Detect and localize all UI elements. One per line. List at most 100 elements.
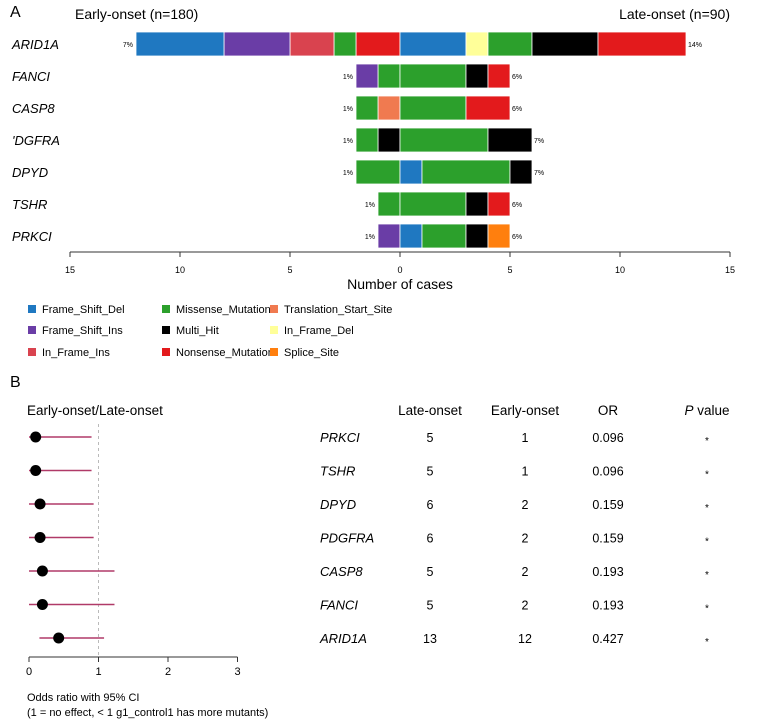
table-late-count: 5 (427, 599, 434, 613)
legend-swatch (270, 305, 278, 313)
table-late-count: 6 (427, 498, 434, 512)
x-tick-label: 15 (65, 265, 75, 275)
legend-label: In_Frame_Ins (42, 347, 110, 359)
table-late-count: 13 (423, 632, 437, 646)
gene-label: ARID1A (11, 37, 59, 52)
gene-label: 'DGFRA (12, 133, 60, 148)
table-p-value: * (705, 570, 709, 581)
bar-segment (377, 223, 401, 249)
bar-segment (465, 223, 489, 249)
x-tick-label: 5 (287, 265, 292, 275)
table-early-count: 1 (522, 465, 529, 479)
legend-swatch (28, 305, 36, 313)
legend-swatch (28, 326, 36, 334)
or-point (36, 599, 48, 610)
bar-segment (597, 31, 687, 57)
bar-segment (421, 223, 467, 249)
bar-segment (377, 127, 401, 153)
left-percent-label: 1% (343, 138, 353, 145)
bar-segment (399, 31, 467, 57)
bar-segment (509, 159, 533, 185)
bar-segment (465, 191, 489, 217)
x-tick-label: 0 (397, 265, 402, 275)
bar-segment (377, 95, 401, 121)
mutation-legend: Frame_Shift_Del Missense_Mutation Translat… (28, 304, 392, 359)
forest-title: Early-onset/Late-onset (27, 403, 163, 418)
table-or: 0.096 (592, 465, 623, 479)
bar-segment (355, 31, 401, 57)
or-x-tick-label: 0 (26, 666, 32, 678)
legend-label: Frame_Shift_Del (42, 304, 125, 316)
table-gene: TSHR (320, 464, 355, 479)
table-p-value: * (705, 503, 709, 514)
or-point (36, 565, 48, 577)
table-or: 0.427 (592, 632, 623, 646)
or-point (34, 498, 46, 510)
bar-segment (399, 127, 489, 153)
right-percent-label: 7% (534, 138, 544, 145)
gene-label: DPYD (12, 165, 48, 180)
bar-segment (377, 63, 401, 89)
cases-x-axis: 15 10 5 0 5 10 15 (65, 251, 735, 275)
x-tick-label: 10 (175, 265, 185, 275)
bar-segment (399, 63, 467, 89)
bar-segment (465, 63, 489, 89)
right-percent-label: 7% (534, 170, 544, 177)
legend-swatch (270, 348, 278, 356)
mutation-bar-chart: ARID1A 7% 14% FANCI 1% 6% CASP8 1% 6% 'DGFRA 1% 7% D… (11, 31, 702, 249)
late-onset-title: Late-onset (n=90) (619, 6, 730, 22)
panel-a-label: A (10, 4, 21, 21)
legend-swatch (28, 348, 36, 356)
table-p-value: * (705, 537, 709, 548)
bar-segment (399, 159, 423, 185)
bar-segment (135, 31, 225, 57)
bar-segment (355, 95, 379, 121)
gene-label: TSHR (12, 197, 47, 212)
table-gene: CASP8 (320, 564, 363, 579)
table-early-count: 2 (522, 532, 529, 546)
table-early-count: 2 (522, 599, 529, 613)
bar-segment (399, 223, 423, 249)
table-early-count: 12 (518, 632, 532, 646)
legend-label: Nonsense_Mutation (176, 347, 274, 359)
gene-label: FANCI (12, 69, 50, 84)
table-gene: PRKCI (320, 430, 360, 445)
legend-swatch (162, 348, 170, 356)
legend-label: Frame_Shift_Ins (42, 325, 123, 337)
table-gene: ARID1A (319, 631, 367, 646)
table-early-count: 2 (522, 565, 529, 579)
table-gene: PDGFRA (320, 531, 374, 546)
table-p-value: * (705, 470, 709, 481)
bar-segment (531, 31, 599, 57)
table-or: 0.159 (592, 532, 623, 546)
x-axis-label: Number of cases (347, 276, 453, 292)
col-header-late: Late-onset (398, 403, 462, 418)
p-italic: P (684, 403, 693, 418)
table-p-value: * (705, 436, 709, 447)
left-percent-label: 1% (343, 170, 353, 177)
bar-segment (355, 159, 401, 185)
legend-swatch (270, 326, 278, 334)
legend-label: Missense_Mutation (176, 304, 271, 316)
table-or: 0.193 (592, 565, 623, 579)
table-or: 0.096 (592, 431, 623, 445)
bar-segment (399, 191, 467, 217)
x-tick-label: 10 (615, 265, 625, 275)
bar-segment (487, 31, 533, 57)
left-percent-label: 7% (123, 42, 133, 49)
right-percent-label: 6% (512, 202, 522, 209)
or-point (30, 465, 42, 476)
right-percent-label: 6% (512, 234, 522, 241)
col-header-or: OR (598, 403, 619, 418)
bar-segment (487, 127, 533, 153)
bar-segment (355, 63, 379, 89)
odds-ratio-table: PRKCI 5 1 0.096 * TSHR 5 1 0.096 * DPYD 6 2 0.159 * PDG… (319, 430, 709, 648)
bar-segment (487, 63, 511, 89)
left-percent-label: 1% (365, 234, 375, 241)
or-x-tick-label: 3 (234, 666, 240, 678)
bar-segment (399, 95, 467, 121)
or-point (30, 431, 42, 443)
table-or: 0.193 (592, 599, 623, 613)
right-percent-label: 6% (512, 106, 522, 113)
